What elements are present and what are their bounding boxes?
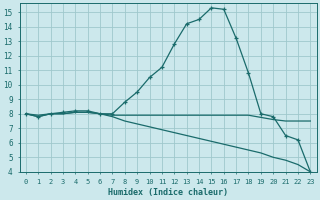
X-axis label: Humidex (Indice chaleur): Humidex (Indice chaleur) <box>108 188 228 197</box>
